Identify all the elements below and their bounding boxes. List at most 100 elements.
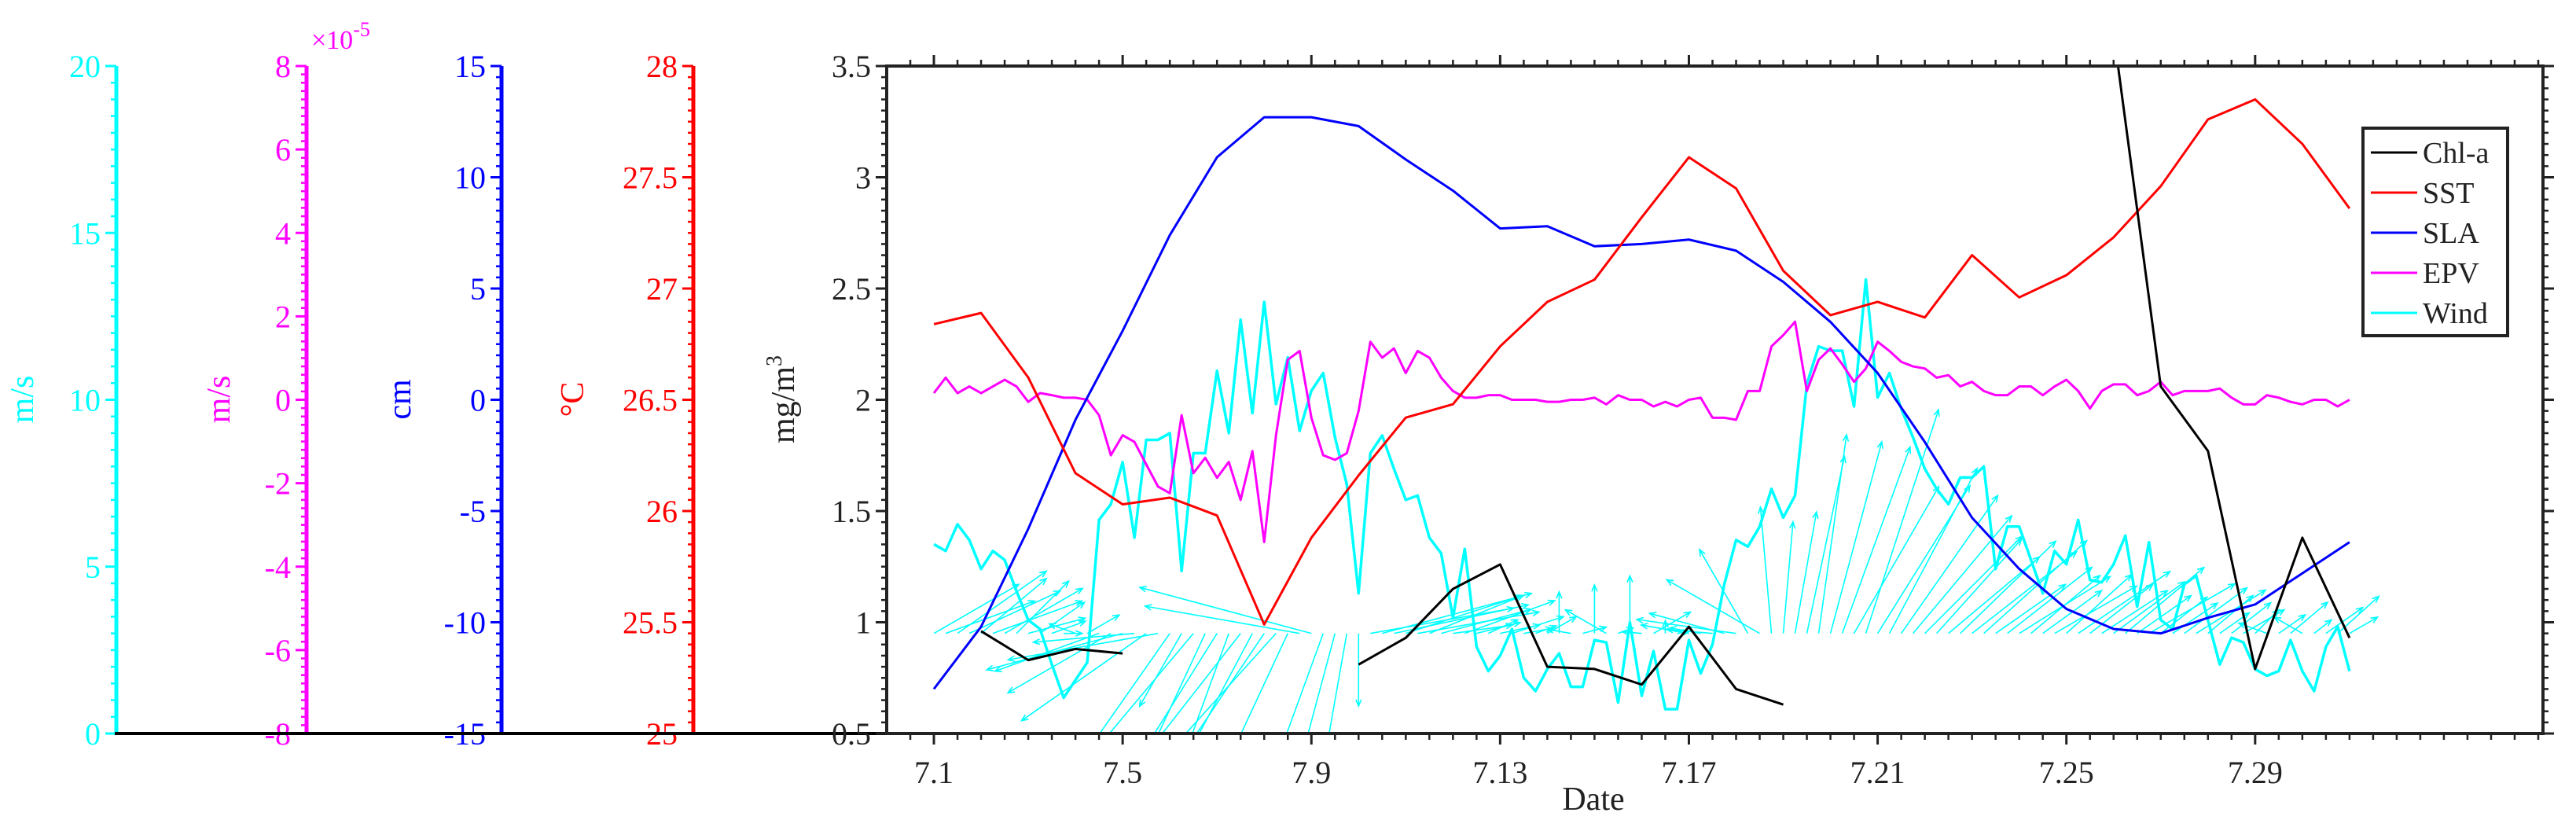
wind-vector-arrow [2231, 601, 2273, 634]
wind-vector-arrow [1064, 630, 1084, 637]
arrow-shaft [1033, 632, 1135, 643]
y-tick-label: 2.5 [832, 271, 871, 307]
arrow-head [1531, 609, 1541, 616]
multiplier-exponent: -5 [353, 18, 370, 41]
arrow-shaft [1817, 434, 1847, 634]
wind-vector-arrow [1806, 454, 1847, 634]
series-line-sst [933, 97, 2351, 626]
tick-label: 0 [470, 383, 486, 418]
arrow-shaft [1049, 623, 1076, 634]
wind-vector-arrow [1535, 624, 1558, 634]
arrow-head [2196, 566, 2206, 575]
arrow-head [1620, 628, 1630, 636]
arrow-head [2277, 609, 2286, 616]
arrow-head [2145, 583, 2155, 591]
arrow-head [1078, 620, 1087, 627]
wind-vector-arrow [1162, 633, 1277, 761]
wind-vector-arrow [1429, 594, 1525, 634]
arrow-shaft [1099, 633, 1170, 734]
tick-label: 15 [69, 215, 101, 251]
tick-label: -10 [444, 605, 486, 641]
arrow-shaft [1464, 600, 1555, 634]
arrow-shaft [1161, 633, 1241, 734]
arrow-shaft [1637, 619, 1736, 634]
arrow-head [2321, 601, 2329, 609]
arrow-head [1698, 548, 1706, 557]
wind-vector-arrow [1665, 579, 1760, 634]
arrow-shaft [1888, 468, 1978, 634]
arrow-shaft [1240, 633, 1288, 734]
arrow-head [2240, 587, 2249, 594]
arrow-head [1839, 454, 1847, 464]
arrow-head [1061, 579, 1070, 588]
wind-vector-arrow [1394, 602, 1530, 634]
arrow-head [2324, 619, 2333, 627]
arrow-head [1549, 624, 1558, 631]
arrow-shaft [1157, 633, 1206, 734]
wind-vector-arrow [1139, 633, 1265, 819]
arrow-head [1138, 699, 1146, 708]
wind-vector-arrow [1757, 505, 1773, 634]
wind-vector-arrow [1286, 633, 1325, 734]
arrow-shaft [1153, 633, 1218, 734]
arrow-shaft [1139, 587, 1312, 634]
wind-vector-arrow [1161, 633, 1241, 734]
arrow-head [1789, 520, 1796, 529]
arrow-shaft [1995, 583, 2066, 634]
arrow-shaft [1853, 486, 1940, 634]
arrow-shaft [1039, 601, 1085, 634]
wind-vector-arrow [1006, 632, 1112, 694]
plot-area [932, 66, 2380, 819]
wind-vector-arrow [1591, 583, 1598, 634]
wind-vector-arrow [1960, 540, 2057, 634]
arrow-head [1665, 579, 1674, 587]
arrow-shaft [2113, 581, 2185, 634]
arrow-head [1991, 494, 1999, 503]
wind-vector-arrow [1545, 627, 1571, 634]
wind-vector-arrow [2089, 583, 2155, 634]
arrow-head [1139, 812, 1145, 819]
wind-vector-arrow [1841, 445, 1912, 634]
arrow-head [1162, 754, 1168, 761]
arrow-head [1933, 408, 1940, 417]
axis-title: m/s [201, 376, 237, 424]
arrow-shaft [1794, 512, 1817, 634]
arrow-shaft [1016, 580, 1070, 634]
arrow-head [1516, 594, 1525, 601]
wind-vector-arrow [1328, 633, 1348, 734]
arrow-head [1876, 439, 1883, 449]
wind-vector-arrow [1051, 620, 1087, 634]
wind-vector-arrow [2030, 574, 2101, 634]
arrow-head [1520, 602, 1530, 610]
arrow-shaft [1307, 633, 1336, 734]
tick-label: 26.5 [623, 383, 678, 418]
arrow-shaft [957, 570, 1047, 634]
tick-label: 0 [275, 383, 291, 418]
legend: Chl-a SST SLA EPV Wind [2361, 127, 2509, 337]
x-tick-label: 7.29 [2228, 755, 2283, 790]
arrow-head [2242, 612, 2251, 620]
series-line-chl-a [980, 630, 1123, 662]
arrow-shaft [1145, 605, 1300, 634]
tick-label: 25.5 [623, 605, 678, 641]
wind-vector-arrow [2172, 601, 2219, 634]
arrow-shaft [1051, 620, 1086, 634]
arrow-shaft [1441, 609, 1532, 634]
wind-vector-arrow [1138, 633, 1182, 708]
wind-vector-arrow [1031, 632, 1135, 645]
arrow-shaft [2207, 594, 2254, 634]
wind-vector-arrow [1900, 494, 1999, 634]
wind-vector-arrow [1556, 590, 1563, 634]
arrow-head [2298, 613, 2307, 622]
wind-vector-arrow [1004, 587, 1084, 634]
y-axis-title: mg/m3 [763, 355, 802, 443]
arrow-head [1556, 590, 1563, 599]
wind-vector-arrow [1138, 586, 1312, 634]
arrow-head [2263, 601, 2273, 610]
arrow-head [2094, 590, 2104, 598]
wind-vector-arrow [2137, 594, 2192, 634]
arrow-shaft [945, 600, 1035, 634]
wind-vector-arrow [1564, 609, 1607, 634]
wind-vector-arrow [1108, 633, 1194, 734]
